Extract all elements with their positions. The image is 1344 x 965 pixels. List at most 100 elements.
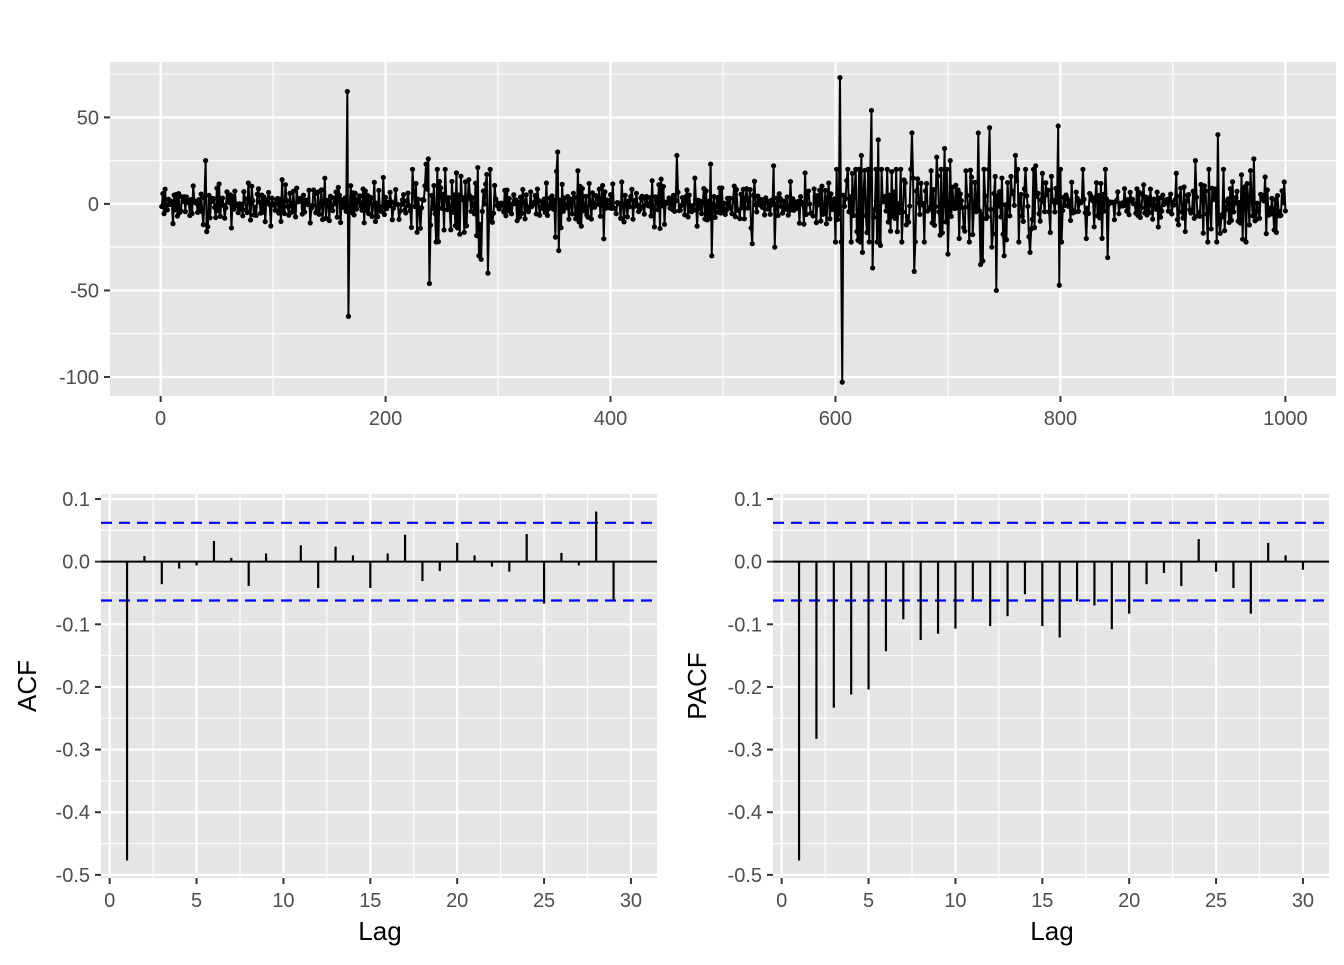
series-point [818, 218, 824, 224]
series-point [359, 207, 365, 213]
series-point [237, 206, 244, 212]
series-point [389, 217, 395, 223]
series-point [922, 188, 929, 194]
series-point [1040, 199, 1047, 205]
series-point [456, 192, 462, 198]
series-point [714, 194, 720, 201]
series-point [775, 212, 781, 219]
series-point [466, 177, 472, 183]
series-point [658, 176, 664, 182]
series-point [567, 201, 573, 207]
series-point [1141, 182, 1147, 188]
series-point [1247, 168, 1254, 174]
series-point [696, 206, 702, 212]
series-point [861, 188, 867, 195]
series-point [892, 215, 898, 221]
series-point [399, 197, 406, 203]
series-point [244, 209, 250, 216]
series-point [946, 207, 952, 213]
series-point [867, 166, 873, 172]
series-point [796, 220, 803, 226]
series-point [1020, 218, 1026, 224]
series-point [376, 187, 382, 194]
series-point [1216, 220, 1222, 227]
series-point [1047, 229, 1053, 236]
series-point [216, 181, 222, 187]
series-point [460, 195, 466, 201]
series-point [1219, 211, 1225, 218]
series-point [434, 166, 440, 172]
series-point [801, 221, 807, 227]
series-point [1083, 235, 1089, 242]
series-point [282, 182, 289, 188]
series-point [557, 197, 563, 203]
series-point [719, 185, 725, 191]
series-point [866, 239, 872, 245]
series-point [1220, 166, 1227, 172]
series-point [450, 209, 456, 215]
series-point [631, 197, 637, 204]
series-point [713, 203, 719, 209]
series-point [170, 221, 176, 227]
series-point [279, 177, 285, 183]
series-point [730, 196, 736, 202]
series-point [610, 181, 616, 187]
acf-x-tick-label: 5 [191, 890, 202, 912]
series-point [849, 170, 855, 176]
series-point [780, 210, 786, 216]
series-point [169, 201, 175, 207]
series-point [837, 74, 843, 81]
series-point [504, 187, 510, 193]
series-point [958, 198, 965, 204]
series-point [637, 207, 643, 213]
series-point [592, 204, 598, 210]
series-point [934, 154, 940, 160]
series-point [393, 187, 399, 193]
series-point [1067, 217, 1074, 224]
series-point [857, 239, 863, 245]
series-point [487, 166, 493, 172]
series-point [706, 215, 713, 222]
series-point [1270, 206, 1276, 212]
series-point [817, 187, 823, 193]
series-point [1231, 209, 1237, 215]
series-point [768, 197, 774, 203]
series-point [489, 219, 496, 225]
series-point [863, 213, 869, 219]
series-point [291, 207, 298, 213]
series-point [1017, 195, 1023, 202]
series-point [379, 204, 385, 210]
series-point [722, 211, 728, 218]
series-point [578, 223, 584, 229]
series-point [418, 205, 425, 211]
series-point [381, 211, 388, 218]
series-x-tick-label: 1000 [1263, 408, 1308, 430]
series-point [1236, 200, 1242, 206]
series-x-tick-label: 400 [594, 408, 627, 430]
pacf-x-axis-title: Lag [1030, 916, 1073, 946]
series-point [748, 225, 754, 231]
series-point [574, 212, 580, 219]
series-point [935, 173, 941, 179]
series-point [1237, 220, 1243, 226]
series-point [928, 168, 934, 174]
series-point [511, 192, 517, 198]
series-point [1155, 224, 1161, 230]
acf-y-axis-title: ACF [12, 660, 42, 712]
series-point [451, 192, 457, 198]
series-point [241, 189, 247, 195]
series-point [1137, 214, 1143, 220]
series-point [1127, 189, 1133, 195]
acf-y-tick-label: -0.3 [56, 740, 90, 762]
series-point [571, 194, 578, 201]
series-point [835, 216, 841, 223]
series-point [240, 213, 246, 219]
series-point [670, 192, 677, 198]
series-point [646, 203, 652, 209]
series-point [318, 187, 325, 193]
series-point [160, 191, 166, 197]
series-point [469, 195, 475, 201]
pacf-y-tick-label: -0.3 [728, 740, 762, 762]
series-point [908, 166, 914, 172]
series-point [493, 196, 499, 202]
